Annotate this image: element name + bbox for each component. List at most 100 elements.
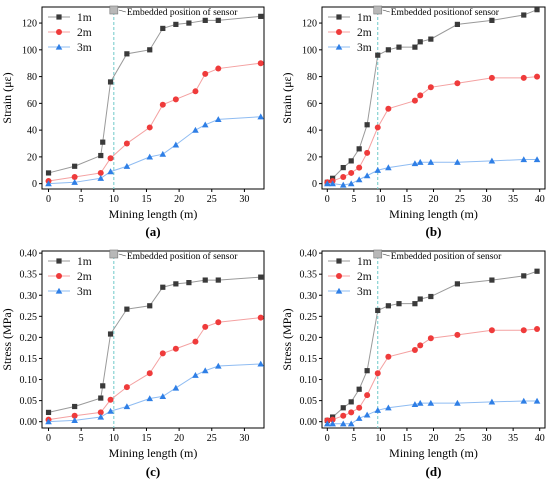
sensor-label: Embedded position of sensor — [127, 7, 238, 18]
y-tick-label: 0.40 — [20, 249, 38, 260]
data-point-2m — [427, 84, 434, 91]
data-point-3m — [411, 160, 419, 167]
y-tick-label: 0.35 — [20, 270, 38, 281]
data-point-3m — [488, 157, 496, 164]
data-point-3m — [97, 413, 105, 420]
data-point-3m — [107, 168, 114, 175]
y-axis-label: Strain (με) — [280, 72, 294, 123]
panel-label: (b) — [426, 224, 442, 239]
x-tick-label: 0 — [46, 433, 51, 444]
legend-marker-3m — [55, 287, 63, 294]
y-tick-label: 100 — [302, 45, 317, 56]
data-point-2m — [159, 101, 166, 108]
y-tick-label: 0 — [32, 179, 37, 190]
series-line-3m — [48, 363, 261, 423]
data-point-1m — [534, 268, 540, 274]
legend-marker-1m — [336, 258, 342, 264]
data-point-3m — [355, 415, 363, 421]
y-tick-label: 0.15 — [300, 354, 318, 365]
y-tick-label: 60 — [307, 99, 317, 110]
x-tick-label: 0 — [325, 194, 330, 205]
data-point-2m — [385, 105, 392, 112]
data-point-2m — [411, 347, 418, 354]
data-point-2m — [215, 319, 222, 326]
data-point-2m — [146, 370, 153, 377]
data-point-3m — [339, 181, 347, 188]
sensor-label-leader — [382, 253, 390, 257]
data-point-3m — [416, 158, 424, 165]
data-point-2m — [192, 88, 199, 95]
data-point-1m — [417, 39, 423, 45]
y-tick-label: 40 — [307, 126, 317, 137]
x-tick-label: 20 — [174, 194, 184, 205]
legend-marker-2m — [336, 29, 342, 35]
y-tick-label: 0.30 — [20, 291, 38, 302]
data-point-2m — [123, 140, 130, 147]
data-point-1m — [98, 395, 104, 401]
data-point-1m — [356, 146, 362, 152]
data-point-3m — [172, 384, 180, 391]
data-point-2m — [356, 404, 363, 411]
legend-marker-3m — [55, 43, 63, 50]
data-point-3m — [324, 420, 331, 427]
data-point-1m — [147, 303, 153, 309]
data-point-2m — [356, 164, 363, 171]
legend-label-2m: 2m — [77, 27, 92, 39]
data-point-1m — [396, 301, 402, 307]
data-point-3m — [201, 121, 209, 128]
y-tick-label: 0.10 — [20, 375, 38, 386]
data-point-1m — [45, 170, 52, 176]
x-tick-label: 30 — [482, 433, 492, 444]
sensor-marker — [373, 5, 383, 15]
x-tick-label: 35 — [508, 194, 518, 205]
x-tick-label: 20 — [429, 433, 439, 444]
data-point-1m — [100, 383, 106, 389]
sensor-label: Embedded position of sensor — [127, 251, 238, 262]
data-point-2m — [146, 124, 153, 131]
data-point-1m — [489, 17, 495, 23]
data-point-2m — [520, 327, 527, 334]
sensor-label: Embedded position of sensor — [391, 251, 502, 262]
data-point-1m — [173, 281, 179, 287]
data-point-2m — [417, 342, 424, 349]
data-point-1m — [454, 21, 460, 27]
x-tick-label: 5 — [79, 433, 84, 444]
x-axis-label: Mining length (m) — [389, 446, 478, 460]
y-tick-label: 0.40 — [300, 249, 318, 260]
data-point-3m — [347, 420, 355, 427]
x-tick-label: 15 — [141, 433, 151, 444]
x-tick-label: 10 — [375, 433, 385, 444]
data-point-1m — [72, 163, 78, 169]
x-tick-label: 40 — [535, 433, 545, 444]
data-point-3m — [107, 407, 114, 414]
data-point-2m — [329, 416, 336, 423]
data-point-2m — [364, 392, 371, 399]
data-point-1m — [107, 79, 114, 85]
data-point-2m — [348, 409, 355, 416]
data-point-1m — [107, 331, 114, 337]
legend-marker-3m — [335, 287, 343, 294]
y-tick-label: 0.20 — [20, 333, 38, 344]
data-point-3m — [488, 398, 496, 405]
data-point-2m — [107, 396, 114, 403]
data-point-2m — [374, 370, 381, 377]
legend-label-3m: 3m — [357, 42, 372, 54]
y-tick-label: 20 — [307, 152, 317, 163]
data-point-2m — [385, 353, 392, 360]
data-point-1m — [98, 152, 104, 159]
x-tick-label: 10 — [109, 433, 119, 444]
data-point-3m — [416, 399, 424, 406]
x-tick-label: 25 — [455, 194, 465, 205]
data-point-2m — [340, 412, 347, 419]
panel-label: (a) — [145, 224, 160, 239]
data-point-2m — [411, 97, 418, 104]
y-tick-label: 0.15 — [20, 354, 38, 365]
y-tick-label: 120 — [302, 19, 317, 30]
y-tick-label: 0.25 — [20, 312, 38, 323]
y-tick-label: 0.20 — [300, 333, 318, 344]
legend-label-1m: 1m — [77, 12, 92, 24]
data-point-1m — [215, 277, 221, 283]
data-point-3m — [329, 420, 336, 427]
data-point-3m — [533, 397, 541, 404]
y-tick-label: 60 — [27, 99, 37, 110]
